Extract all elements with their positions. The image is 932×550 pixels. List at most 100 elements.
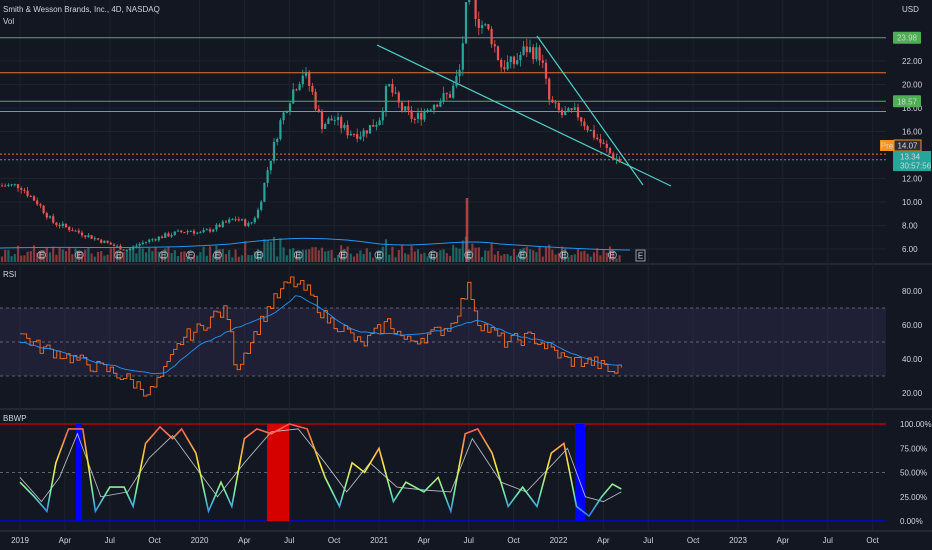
candle-body [442, 93, 445, 102]
earnings-marker-label: E [520, 251, 525, 260]
candle-body [551, 99, 554, 103]
volume-bar [77, 251, 80, 262]
earnings-upcoming-box [635, 249, 646, 262]
volume-bar [512, 249, 516, 262]
volume-bar [564, 248, 567, 262]
candle-body [464, 2, 468, 44]
candle-body [608, 147, 612, 154]
volume-bar [311, 247, 314, 262]
volume-bar [407, 254, 410, 262]
volume-bar [333, 257, 336, 262]
volume-bar [340, 245, 343, 262]
candle-body [362, 130, 365, 137]
volume-bar [388, 254, 391, 262]
volume-bar [138, 247, 141, 262]
earnings-marker: E [212, 250, 222, 260]
earnings-marker-circle [293, 250, 303, 260]
volume-bar [272, 236, 276, 262]
candle-body [138, 243, 141, 246]
volume-bar [448, 255, 452, 262]
volume-bar [423, 252, 426, 262]
candle-body [480, 25, 484, 28]
volume-bar [96, 251, 100, 262]
volume-bar [567, 256, 570, 262]
candle-body [372, 125, 375, 127]
candle-body [410, 110, 413, 119]
volume-bar [199, 252, 202, 262]
volume-bar [589, 256, 592, 262]
volume-bar [260, 250, 263, 262]
candle-body [301, 75, 304, 85]
candle-body [343, 124, 346, 129]
volume-bar [317, 250, 320, 262]
candle-body [164, 233, 167, 238]
candle-body [314, 91, 317, 110]
volume-bar [596, 248, 599, 262]
earnings-marker: E [37, 250, 47, 260]
volume-bar [180, 251, 183, 262]
earnings-marker-circle [428, 250, 438, 260]
bbwp-tick-label: 25.00% [900, 493, 927, 502]
candle-body [240, 219, 244, 221]
candle-body [320, 111, 324, 129]
countdown-value: 30:57:56 [900, 162, 932, 171]
candle-body [128, 248, 132, 251]
candle-body [602, 142, 605, 144]
volume-bar [535, 252, 538, 262]
volume-bar [20, 255, 23, 262]
volume-bar [605, 252, 608, 262]
candle-body [477, 18, 480, 28]
earnings-marker-label: E [561, 251, 566, 260]
volume-bar [356, 253, 359, 262]
volume-bar [519, 249, 522, 262]
volume-bar [458, 248, 461, 262]
volume-bar [493, 254, 496, 262]
rsi-line [20, 276, 622, 397]
volume-bar [202, 246, 205, 262]
candle-body [7, 184, 10, 187]
volume-bar [362, 254, 365, 262]
volume-bar [365, 248, 368, 262]
earnings-marker-circle [114, 250, 124, 260]
volume-bar [247, 254, 250, 262]
volume-bar [324, 251, 327, 262]
bbwp-line [19, 423, 622, 518]
earnings-marker-label: E [188, 251, 193, 260]
volume-bar [465, 198, 469, 262]
candle-body [234, 219, 237, 221]
pre-label-bg [880, 140, 894, 151]
candle-body [349, 133, 352, 136]
candle-body [42, 205, 45, 213]
volume-bar [541, 256, 544, 262]
candle-body [4, 185, 7, 187]
candle-body [439, 101, 442, 107]
rsi-tick-label: 60.00 [902, 321, 923, 330]
candle-body [436, 104, 439, 107]
volume-bar [528, 249, 532, 262]
volume-bar [218, 249, 221, 262]
candle-body [23, 189, 26, 191]
earnings-marker-circle [374, 250, 384, 260]
volume-bar [106, 254, 109, 262]
volume-bar [42, 250, 45, 262]
earnings-marker-label: E [296, 251, 301, 260]
earnings-marker-label: E [116, 251, 121, 260]
candle-body [564, 111, 567, 116]
candle-body [160, 236, 164, 238]
volume-bar [314, 247, 317, 262]
candle-body [532, 47, 535, 60]
candle-body [407, 106, 410, 111]
price-tick-label: 12.00 [902, 175, 923, 184]
candle-body [330, 118, 333, 121]
symbol-title: Smith & Wesson Brands, Inc., 4D, NASDAQ [3, 5, 160, 14]
x-tick-label: Jul [284, 536, 294, 545]
candle-body [304, 71, 308, 76]
volume-bar [282, 247, 285, 262]
candle-body [109, 242, 112, 245]
candle-body [10, 184, 13, 186]
volume-bar [298, 251, 301, 262]
earnings-marker: E [74, 250, 84, 260]
candle-body [458, 69, 461, 77]
x-tick-label: 2023 [729, 536, 747, 545]
